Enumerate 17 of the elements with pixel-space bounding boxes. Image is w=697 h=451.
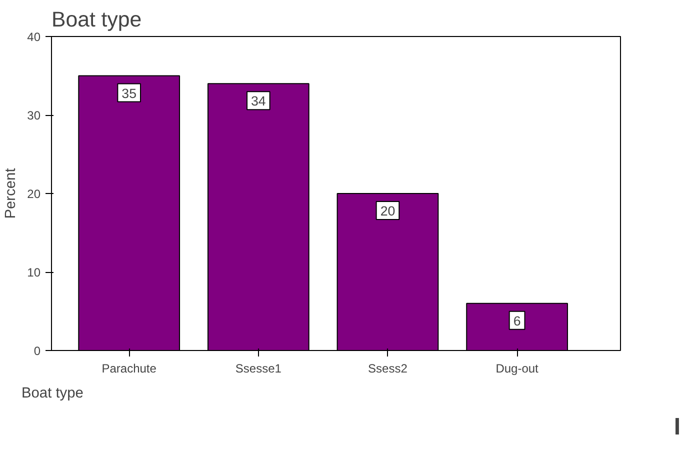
data-label: 20 bbox=[380, 204, 396, 218]
y-tick-label: 10 bbox=[27, 266, 41, 280]
data-label: 34 bbox=[250, 94, 266, 109]
y-tick-label: 0 bbox=[34, 344, 41, 358]
chart-title: Boat type bbox=[52, 8, 142, 32]
x-tick-label: Ssesse1 bbox=[235, 362, 282, 376]
y-tick-label: 20 bbox=[27, 187, 41, 201]
x-tick-label: Dug-out bbox=[496, 362, 540, 376]
x-axis-title: Boat type bbox=[22, 386, 84, 402]
data-label: 35 bbox=[122, 86, 137, 101]
y-axis-title: Percent bbox=[3, 168, 20, 219]
y-tick-label: 40 bbox=[27, 30, 41, 44]
data-label: 6 bbox=[513, 313, 521, 328]
text: I bbox=[674, 414, 681, 440]
x-tick-label: Ssess2 bbox=[368, 362, 408, 376]
x-tick-label: Parachute bbox=[102, 362, 157, 376]
y-tick-label: 30 bbox=[27, 108, 41, 122]
